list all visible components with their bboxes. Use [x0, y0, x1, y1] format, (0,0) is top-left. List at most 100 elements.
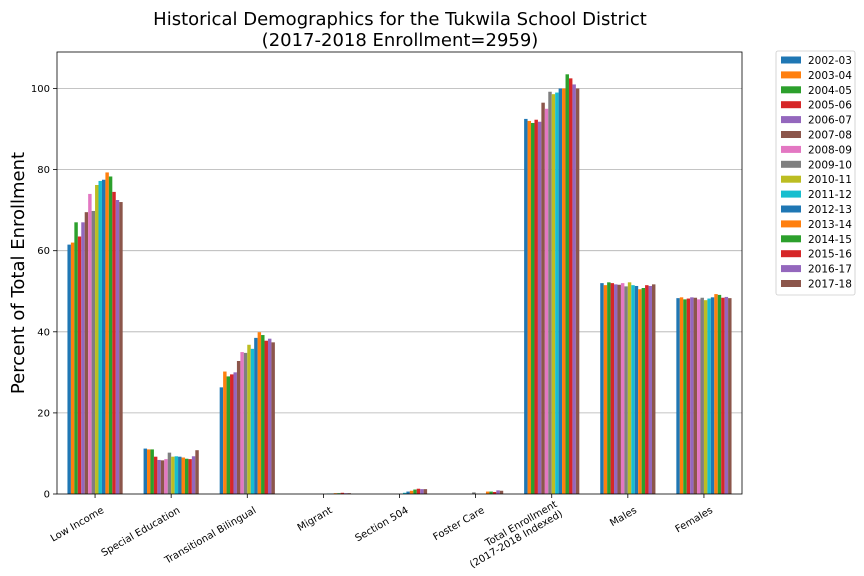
y-tick-label: 20 — [37, 408, 50, 419]
bar — [679, 297, 684, 494]
bar — [537, 121, 542, 494]
bar — [548, 91, 552, 495]
bar — [607, 282, 611, 494]
bar — [555, 92, 559, 494]
y-tick-label: 100 — [31, 84, 50, 95]
bar — [617, 284, 621, 494]
legend-swatch — [781, 56, 801, 64]
bar — [119, 202, 123, 495]
bar — [531, 122, 535, 494]
legend-swatch — [781, 101, 801, 109]
bar — [167, 452, 172, 494]
bar — [188, 459, 192, 494]
bar — [271, 342, 275, 494]
x-tick-label: Migrant — [296, 505, 335, 534]
bar — [499, 490, 504, 494]
y-tick-label: 60 — [37, 246, 50, 257]
bar — [70, 242, 75, 494]
bar — [184, 458, 189, 494]
x-tick-label: Special Education — [100, 505, 183, 559]
bar — [703, 300, 708, 494]
bar — [551, 94, 556, 494]
bar — [223, 371, 227, 494]
bar — [562, 88, 566, 494]
bar — [150, 449, 154, 494]
bar — [690, 297, 694, 494]
bar — [74, 222, 78, 494]
bar — [423, 489, 428, 494]
chart-title: Historical Demographics for the Tukwila … — [153, 9, 647, 30]
bar — [686, 298, 691, 494]
legend-swatch — [781, 250, 801, 258]
bar — [171, 456, 175, 494]
bar — [178, 456, 182, 494]
bar — [406, 491, 410, 494]
bar — [240, 352, 244, 494]
bar — [614, 284, 618, 494]
bar — [420, 489, 424, 494]
bar — [84, 212, 89, 494]
bar — [81, 222, 85, 494]
bar — [153, 456, 158, 494]
bar — [714, 294, 718, 494]
bar — [233, 372, 237, 494]
bar — [98, 180, 102, 495]
legend-label: 2004-05 — [808, 85, 852, 97]
legend-label: 2006-07 — [808, 115, 852, 127]
legend-swatch — [781, 131, 801, 138]
y-tick-label: 0 — [44, 490, 50, 501]
bar — [112, 191, 116, 494]
bar — [337, 493, 341, 494]
bar — [627, 282, 632, 494]
legend-label: 2010-11 — [808, 174, 852, 186]
bar — [728, 298, 732, 494]
legend-label: 2012-13 — [808, 204, 852, 216]
bar — [631, 285, 635, 494]
bar — [261, 335, 265, 494]
bar — [693, 297, 698, 494]
bar — [707, 298, 711, 494]
bars — [67, 74, 732, 495]
bar — [243, 352, 248, 494]
bar — [108, 176, 113, 494]
bar — [264, 340, 268, 494]
legend-swatch — [781, 116, 801, 124]
bar — [191, 456, 196, 494]
bar — [645, 285, 649, 494]
legend-label: 2011-12 — [808, 189, 852, 201]
bar — [724, 296, 729, 494]
legend-label: 2002-03 — [808, 55, 852, 67]
bar — [700, 297, 704, 494]
bar — [558, 88, 563, 494]
y-axis-label: Percent of Total Enrollment — [8, 152, 29, 394]
bar — [88, 193, 92, 494]
bar — [101, 179, 106, 494]
bar — [344, 493, 348, 494]
bar — [409, 490, 414, 494]
legend-swatch — [781, 235, 801, 243]
bar — [524, 118, 528, 494]
bar — [402, 492, 407, 494]
bar — [648, 285, 652, 494]
bar — [67, 244, 71, 494]
bar — [257, 332, 262, 494]
bar — [620, 283, 625, 494]
legend-label: 2003-04 — [808, 70, 852, 82]
bar — [544, 108, 549, 495]
bar — [721, 297, 725, 494]
x-tick-label: Section 504 — [354, 505, 411, 544]
bar — [174, 456, 179, 494]
bar — [95, 185, 99, 495]
bar — [603, 285, 608, 494]
bar — [641, 288, 646, 494]
bar — [717, 294, 722, 494]
bar — [77, 236, 82, 495]
legend-label: 2008-09 — [808, 144, 852, 156]
y-tick-label: 80 — [37, 165, 50, 176]
bar — [634, 285, 639, 494]
bar — [575, 88, 580, 494]
bar — [624, 286, 628, 494]
bar — [489, 491, 493, 494]
legend-swatch — [781, 71, 801, 79]
